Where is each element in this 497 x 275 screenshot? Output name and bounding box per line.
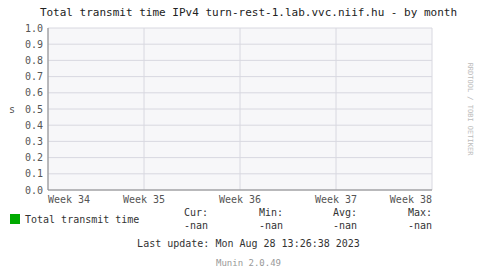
- watermark: RRDTOOL / TOBI OETIKER: [466, 63, 474, 157]
- chart: Total transmit time IPv4 turn-rest-1.lab…: [0, 0, 497, 275]
- y-axis-label: s: [9, 104, 15, 115]
- stat-label: Avg:: [333, 207, 357, 218]
- y-tick-label: 0.9: [25, 39, 43, 50]
- x-tick-label: Week 36: [219, 194, 261, 205]
- stat-value: -nan: [259, 220, 283, 231]
- legend-swatch: [10, 214, 20, 224]
- x-axis: [48, 190, 432, 191]
- y-tick-label: 0.3: [25, 136, 43, 147]
- y-tick-label: 0.7: [25, 71, 43, 82]
- stat-label: Min:: [259, 207, 283, 218]
- y-tick-label: 0.6: [25, 87, 43, 98]
- stat-label: Cur:: [184, 207, 208, 218]
- x-tick-label: Week 34: [48, 194, 90, 205]
- stat-value: -nan: [333, 220, 357, 231]
- stat-label: Max:: [408, 207, 432, 218]
- x-tick-label: Week 35: [123, 194, 165, 205]
- y-tick-label: 0.1: [25, 168, 43, 179]
- x-tick-label: Week 38: [390, 194, 432, 205]
- y-tick-label: 0.8: [25, 55, 43, 66]
- grid-line: [48, 28, 49, 190]
- x-tick-label: Week 37: [315, 194, 357, 205]
- stat-value: -nan: [408, 220, 432, 231]
- y-tick-label: 0.2: [25, 152, 43, 163]
- title: Total transmit time IPv4 turn-rest-1.lab…: [40, 6, 457, 19]
- y-tick-label: 0.0: [25, 185, 43, 196]
- y-tick-label: 0.4: [25, 120, 43, 131]
- grid-line: [240, 28, 241, 190]
- grid-line: [48, 190, 432, 191]
- version: Munin 2.0.49: [216, 258, 281, 268]
- last-update: Last update: Mon Aug 28 13:26:38 2023: [137, 238, 360, 249]
- grid-line: [144, 28, 145, 190]
- y-tick-label: 1.0: [25, 23, 43, 34]
- grid-line: [336, 28, 337, 190]
- grid-line: [432, 28, 433, 190]
- y-tick-label: 0.5: [25, 104, 43, 115]
- legend-label: Total transmit time: [25, 214, 139, 225]
- y-axis: [48, 28, 49, 190]
- stat-value: -nan: [184, 220, 208, 231]
- plot-area: [48, 28, 432, 190]
